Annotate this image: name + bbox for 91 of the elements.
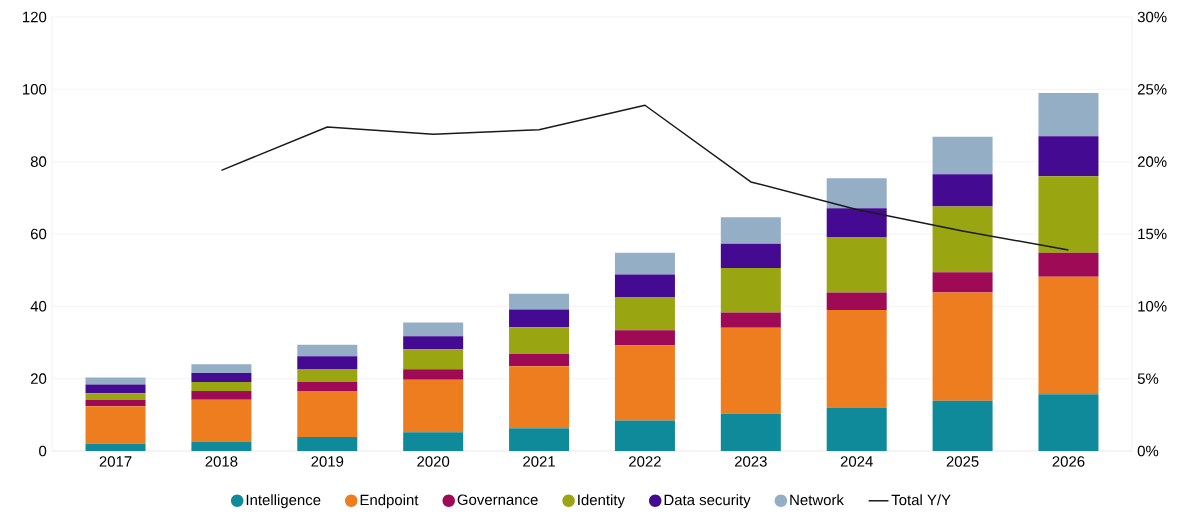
bar <box>1038 176 1099 253</box>
bar <box>614 296 675 331</box>
legend-label: Intelligence <box>246 494 321 509</box>
bar <box>1038 136 1099 177</box>
y2-tick-label: 25% <box>1137 84 1167 95</box>
bar <box>403 379 464 433</box>
x-tick-label: 2026 <box>1052 456 1085 467</box>
bar <box>403 369 464 380</box>
bar <box>509 309 570 328</box>
bar <box>403 432 464 451</box>
y-tick-label: 120 <box>23 11 47 23</box>
x-tick-label: 2019 <box>311 456 344 467</box>
bar <box>191 364 252 373</box>
line-series <box>220 104 1070 251</box>
bar <box>932 136 993 175</box>
bar <box>614 274 675 297</box>
x-tick-label: 2020 <box>417 456 450 467</box>
bar <box>720 267 781 313</box>
bar <box>826 407 887 451</box>
y-tick-label: 0 <box>39 445 47 457</box>
bar <box>85 443 146 451</box>
bar <box>614 252 675 275</box>
y2-tick-label: 5% <box>1137 373 1159 384</box>
x-tick-label: 2023 <box>734 456 767 467</box>
bar <box>297 368 358 382</box>
bar <box>614 330 675 346</box>
y2-tick-label: 30% <box>1137 11 1167 23</box>
bar <box>720 217 781 244</box>
bar <box>826 292 887 310</box>
y2-tick-label: 15% <box>1138 228 1167 240</box>
legend-label: Endpoint <box>360 494 419 509</box>
bar <box>297 356 358 369</box>
x-tick-label: 2024 <box>840 456 873 467</box>
bar <box>85 393 146 400</box>
y-tick-label: 20 <box>30 373 47 384</box>
bar <box>509 366 570 429</box>
bar <box>85 400 146 407</box>
bar <box>191 381 252 391</box>
y2-tick-label: 0% <box>1137 445 1159 457</box>
bar <box>826 236 887 293</box>
bar <box>932 292 993 401</box>
x-tick-label: 2021 <box>523 456 555 467</box>
x-tick-label: 2025 <box>946 456 979 467</box>
bar <box>85 406 146 444</box>
bar <box>932 174 993 207</box>
bar <box>1038 252 1099 277</box>
bar <box>826 208 887 237</box>
y-tick-label: 100 <box>23 84 47 95</box>
bar <box>403 336 464 350</box>
bar <box>191 399 252 442</box>
bar <box>509 327 570 355</box>
bar <box>720 312 781 328</box>
bar <box>720 327 781 414</box>
legend-label: Data security <box>664 494 751 509</box>
bar <box>720 413 781 451</box>
legend-label: Network <box>790 494 844 506</box>
y2-tick-label: 20% <box>1137 156 1167 167</box>
bar <box>403 322 464 337</box>
bar <box>1038 92 1099 137</box>
bar <box>297 390 358 437</box>
bar <box>191 441 252 451</box>
x-tick-label: 2018 <box>205 456 238 467</box>
bar <box>932 206 993 273</box>
bar <box>826 309 887 408</box>
bar <box>297 381 358 391</box>
bar <box>826 178 887 209</box>
bar <box>403 349 464 370</box>
bar <box>297 344 358 357</box>
bar <box>297 436 358 451</box>
bar <box>614 420 675 451</box>
bar <box>614 345 675 421</box>
y-tick-label: 60 <box>30 228 47 240</box>
bar <box>509 354 570 367</box>
bar <box>191 372 252 382</box>
bar <box>509 293 570 310</box>
bar <box>509 428 570 451</box>
legend-label: Total Y/Y <box>891 494 951 506</box>
legend-label: Governance <box>457 494 538 506</box>
y2-tick-label: 10% <box>1138 301 1167 312</box>
x-tick-label: 2017 <box>99 456 132 467</box>
legend-label: Identity <box>578 494 625 509</box>
x-tick-label: 2022 <box>629 456 661 467</box>
y-tick-label: 40 <box>30 301 47 312</box>
bar <box>932 272 993 293</box>
y-tick-label: 80 <box>30 156 47 167</box>
bar <box>720 243 781 268</box>
bar <box>85 384 146 394</box>
bar <box>932 400 993 451</box>
bar <box>1038 394 1099 451</box>
bar <box>1038 276 1099 395</box>
bar <box>191 390 252 400</box>
